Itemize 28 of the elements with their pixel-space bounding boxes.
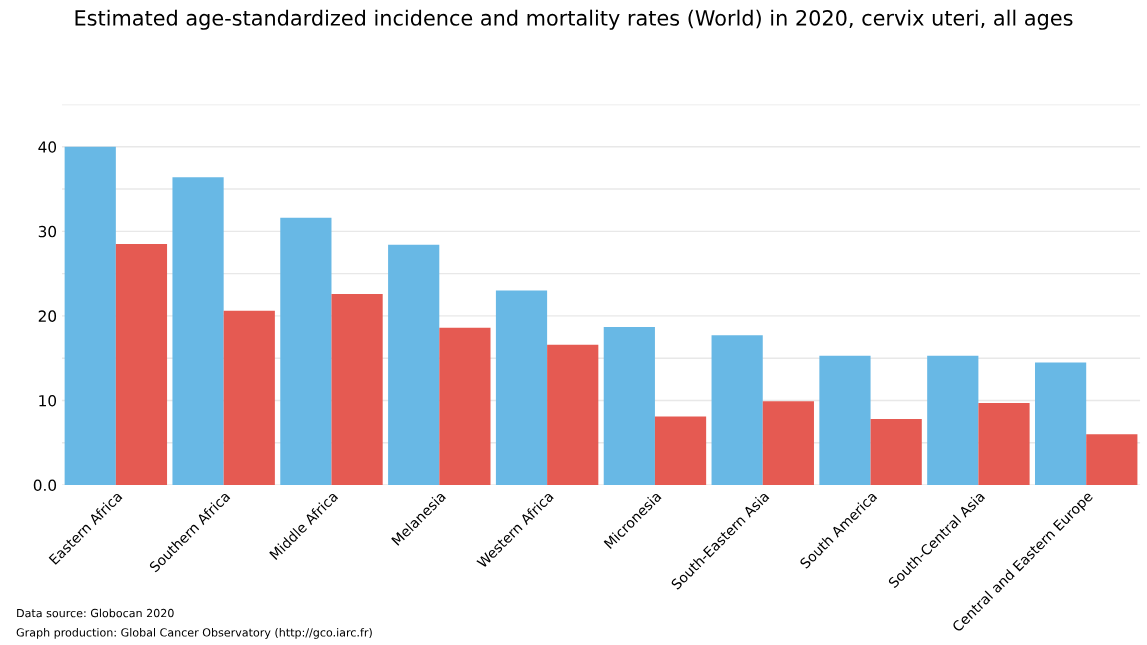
- y-tick-label: 30: [38, 225, 57, 238]
- bar: [64, 146, 116, 486]
- y-tick-label: 0.0: [33, 479, 57, 492]
- bar: [547, 344, 599, 486]
- bar: [870, 419, 922, 486]
- bar: [711, 335, 763, 486]
- bar: [1035, 362, 1087, 486]
- bar: [172, 177, 224, 486]
- bar: [439, 327, 491, 486]
- bar: [762, 401, 814, 486]
- y-tick-label: 10: [39, 394, 57, 407]
- bar: [927, 355, 979, 486]
- text: Graph production: Global Cancer Observatory (http://gco.iarc.fr): [16, 628, 372, 639]
- y-tick-label: 20: [38, 310, 57, 322]
- bar: [1086, 434, 1138, 486]
- bar: [654, 416, 707, 486]
- bar: [495, 290, 548, 486]
- y-tick-label: 40: [38, 141, 57, 153]
- bar: [978, 403, 1030, 486]
- source-note: Data source: Globocan 2020: [17, 608, 174, 618]
- bar: [388, 244, 440, 486]
- bar: [280, 217, 332, 486]
- bar: [819, 355, 871, 486]
- bar: [331, 293, 383, 486]
- bar: [115, 244, 168, 486]
- bar: [603, 326, 655, 486]
- chart-title: Estimated age-standardized incidence and mortality rates (World) in 2020, cervix uteri, all ages: [75, 9, 1073, 30]
- bar: [223, 310, 275, 486]
